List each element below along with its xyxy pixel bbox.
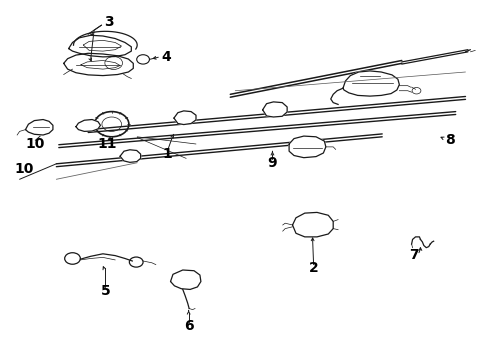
Text: 1: 1 bbox=[163, 147, 172, 161]
Polygon shape bbox=[263, 102, 287, 117]
Text: 7: 7 bbox=[409, 248, 419, 262]
Text: 5: 5 bbox=[100, 284, 110, 298]
Polygon shape bbox=[25, 120, 53, 135]
Polygon shape bbox=[174, 111, 196, 125]
Text: 4: 4 bbox=[162, 50, 172, 63]
Text: 9: 9 bbox=[268, 156, 277, 170]
Text: 11: 11 bbox=[97, 137, 117, 151]
Polygon shape bbox=[289, 136, 326, 158]
Text: 2: 2 bbox=[309, 261, 318, 275]
Polygon shape bbox=[120, 150, 141, 162]
Polygon shape bbox=[171, 270, 201, 289]
Text: 6: 6 bbox=[184, 319, 194, 333]
Polygon shape bbox=[343, 71, 399, 96]
Text: 8: 8 bbox=[445, 133, 455, 147]
Circle shape bbox=[95, 112, 129, 137]
Text: 10: 10 bbox=[25, 137, 45, 151]
Text: 3: 3 bbox=[104, 15, 114, 28]
Text: 10: 10 bbox=[15, 162, 34, 176]
Polygon shape bbox=[293, 212, 333, 237]
Polygon shape bbox=[76, 120, 100, 131]
